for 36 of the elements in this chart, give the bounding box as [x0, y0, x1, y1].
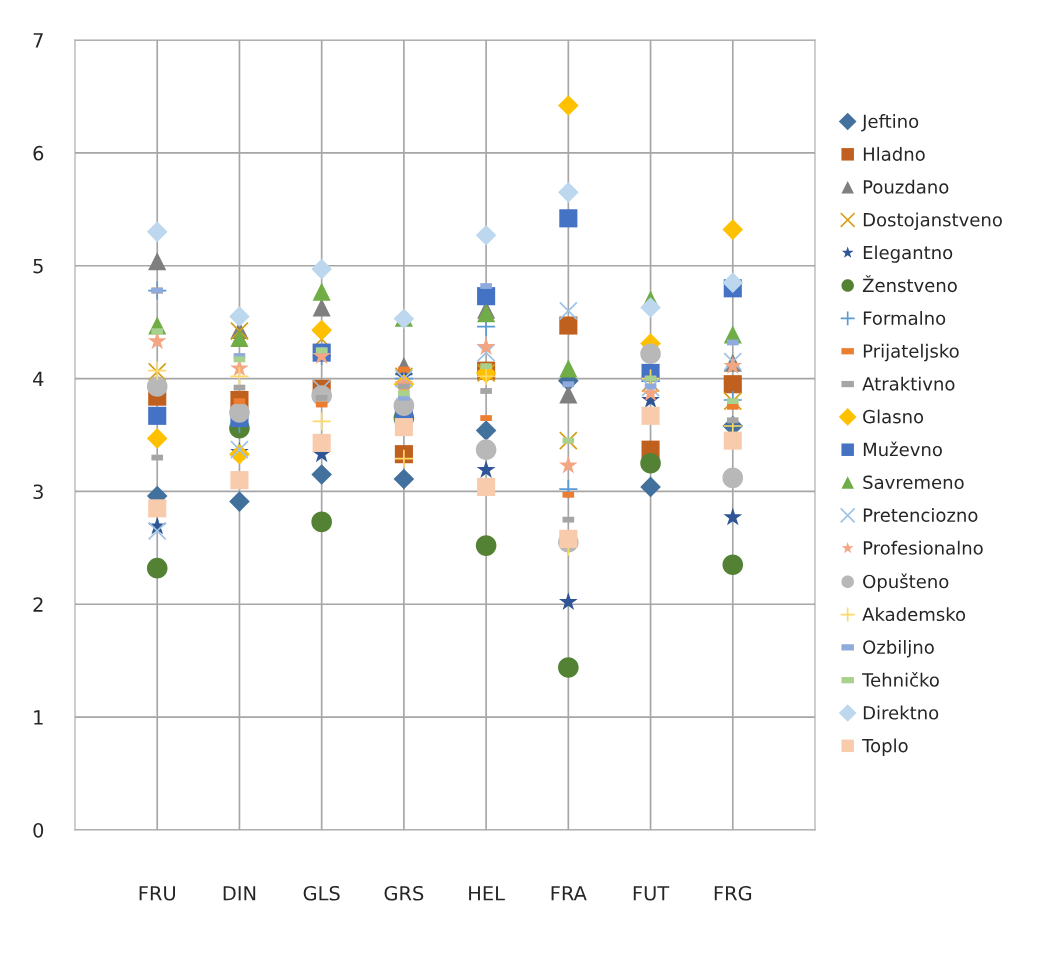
legend-label: Ozbiljno: [863, 639, 934, 658]
legend-label: Dostojanstveno: [863, 212, 1002, 231]
y-tick-label: 6: [33, 145, 44, 161]
legend-label: Muževno: [863, 441, 942, 457]
legend-label: Profesionalno: [863, 540, 983, 555]
y-tick-label: 3: [33, 484, 43, 500]
legend-label: Pretenciozno: [863, 507, 978, 522]
legend-label: Pouzdano: [863, 179, 949, 194]
y-tick-label: 5: [33, 258, 43, 274]
legend-label: Savremeno: [863, 475, 964, 490]
x-tick-label: FRA: [551, 886, 587, 901]
x-tick-label: FRG: [714, 885, 752, 901]
legend-label: Akademsko: [862, 607, 966, 622]
y-tick-label: 1: [34, 710, 43, 725]
x-tick-label: DIN: [223, 886, 256, 901]
legend-label: Toplo: [862, 738, 908, 756]
x-tick-label: GRS: [384, 885, 424, 901]
y-tick-label: 7: [33, 33, 43, 48]
y-tick-label: 2: [33, 597, 43, 612]
legend-label: Jeftino: [861, 114, 919, 132]
legend-label: Hladno: [863, 146, 925, 161]
legend-label: Atraktivno: [862, 376, 955, 391]
legend-label: Elegantno: [863, 245, 953, 263]
legend-label: Formalno: [863, 311, 946, 325]
legend-label: Direktno: [863, 705, 939, 720]
legend-label: Prijateljsko: [863, 343, 959, 362]
x-tick-label: FUT: [633, 886, 670, 901]
legend-label: Glasno: [863, 409, 924, 424]
legend-label: Ženstveno: [862, 275, 957, 293]
x-tick-label: HEL: [469, 886, 505, 901]
legend-label: Tehničko: [862, 672, 939, 687]
x-tick-label: FRU: [139, 886, 175, 901]
y-tick-label: 0: [33, 822, 44, 838]
x-tick-label: GLS: [303, 885, 340, 901]
y-tick-label: 4: [33, 371, 44, 386]
legend-label: Opušteno: [863, 573, 949, 592]
